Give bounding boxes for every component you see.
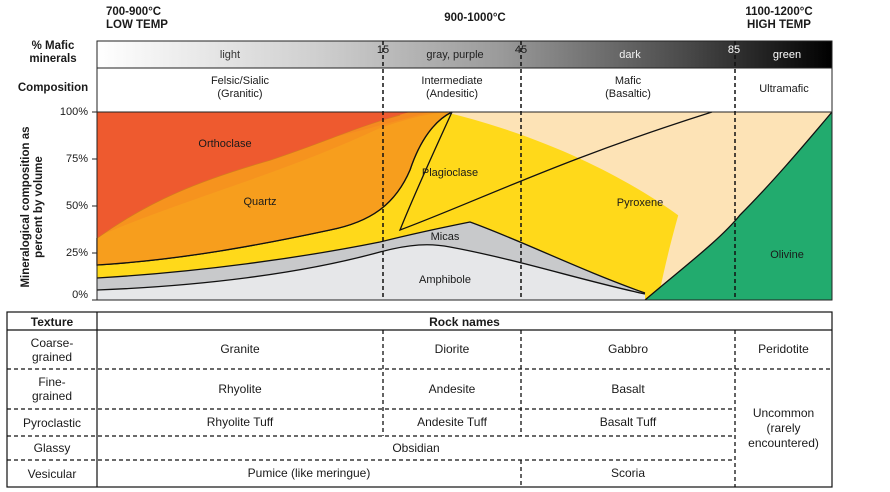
composition-felsic: Felsic/Sialic (Granitic)	[170, 75, 310, 101]
rock-andesite: Andesite	[428, 381, 476, 396]
texture-fine-line1: Fine-	[38, 375, 66, 389]
mafic-label-line1: % Mafic	[31, 40, 75, 52]
boundary-85-label: 85	[727, 44, 741, 56]
composition-mafic: Mafic (Basaltic)	[568, 75, 688, 101]
label-plagioclase: Plagioclase	[421, 167, 479, 179]
felsic-name: Felsic/Sialic	[210, 75, 270, 87]
amphibole-area	[97, 244, 645, 300]
bar-dark-label: dark	[619, 49, 641, 61]
mafic-name: Mafic	[614, 75, 642, 87]
composition-ultramafic: Ultramafic	[759, 83, 809, 95]
label-amphibole: Amphibole	[419, 274, 471, 286]
y-tick-0: 0%	[72, 289, 88, 301]
high-temp-range: 1100-1200°C	[745, 6, 813, 18]
rock-ultramafic-uncommon: Uncommon (rarely encountered)	[735, 369, 832, 487]
rock-pumice: Pumice (like meringue)	[247, 466, 371, 480]
high-temp-text: HIGH TEMP	[747, 19, 811, 31]
y-tick-75: 75%	[65, 153, 88, 165]
y-tick-100: 100%	[59, 106, 88, 118]
rock-diorite: Diorite	[434, 342, 470, 356]
composition-intermediate: Intermediate (Andesitic)	[392, 75, 512, 101]
low-temp-label: 700-900°C LOW TEMP	[106, 6, 196, 32]
igneous-composition-diagram	[92, 40, 833, 301]
orthoclase-fill	[97, 112, 410, 238]
rock-obsidian: Obsidian	[392, 440, 440, 455]
bar-green-label: green	[772, 49, 802, 61]
y-tick-50: 50%	[65, 200, 88, 212]
olivine-area	[645, 112, 832, 300]
texture-pyroclastic: Pyroclastic	[22, 415, 81, 430]
label-quartz: Quartz	[243, 196, 277, 208]
bar-gray-label: gray, purple	[426, 49, 484, 61]
boundary-15-label: 15	[376, 44, 390, 56]
uncommon-line2: (rarely	[766, 420, 801, 435]
rock-basalt: Basalt	[611, 381, 645, 396]
rock-scoria: Scoria	[610, 466, 645, 480]
mafic-sub: (Basaltic)	[605, 88, 651, 100]
mafic-minerals-label: % Mafic minerals	[14, 40, 92, 66]
intermediate-name: Intermediate	[421, 75, 483, 87]
label-pyroxene: Pyroxene	[616, 197, 664, 209]
label-orthoclase: Orthoclase	[198, 138, 252, 150]
texture-header: Texture	[30, 315, 74, 329]
rock-names-header: Rock names	[429, 315, 500, 329]
mid-temp-label: 900-1000°C	[444, 12, 506, 24]
texture-coarse-line2: grained	[31, 349, 73, 364]
rock-basalt-tuff: Basalt Tuff	[599, 415, 657, 429]
y-tick-25: 25%	[65, 247, 88, 259]
boundary-lines	[382, 41, 736, 300]
bar-light-label: light	[219, 49, 241, 61]
uncommon-line1: Uncommon	[752, 405, 815, 420]
rock-gabbro: Gabbro	[607, 342, 649, 356]
rock-granite: Granite	[220, 342, 260, 356]
texture-glassy: Glassy	[33, 441, 71, 455]
intermediate-sub: (Andesitic)	[426, 88, 478, 100]
low-temp-range: 700-900°C	[106, 6, 162, 18]
texture-fine-line2: grained	[31, 389, 73, 403]
felsic-sub: (Granitic)	[217, 88, 263, 100]
boundary-45-label: 45	[514, 44, 528, 56]
texture-fine: Fine-grained	[7, 369, 97, 409]
rock-rhyolite: Rhyolite	[218, 381, 262, 396]
mafic-label-line2: minerals	[29, 53, 77, 65]
texture-vesicular: Vesicular	[27, 466, 77, 481]
rock-rhyolite-tuff: Rhyolite Tuff	[206, 415, 274, 429]
label-olivine: Olivine	[770, 249, 804, 261]
low-temp-text: LOW TEMP	[106, 19, 168, 31]
rock-andesite-tuff: Andesite Tuff	[417, 415, 487, 429]
texture-coarse-line1: Coarse-	[30, 335, 74, 350]
rock-peridotite: Peridotite	[758, 342, 809, 356]
composition-label: Composition	[17, 82, 89, 94]
high-temp-label: 1100-1200°C HIGH TEMP	[724, 6, 834, 32]
texture-coarse: Coarse-grained	[7, 330, 97, 369]
uncommon-line3: encountered)	[748, 435, 819, 450]
mineral-areas	[96, 111, 833, 301]
label-micas: Micas	[430, 231, 460, 243]
